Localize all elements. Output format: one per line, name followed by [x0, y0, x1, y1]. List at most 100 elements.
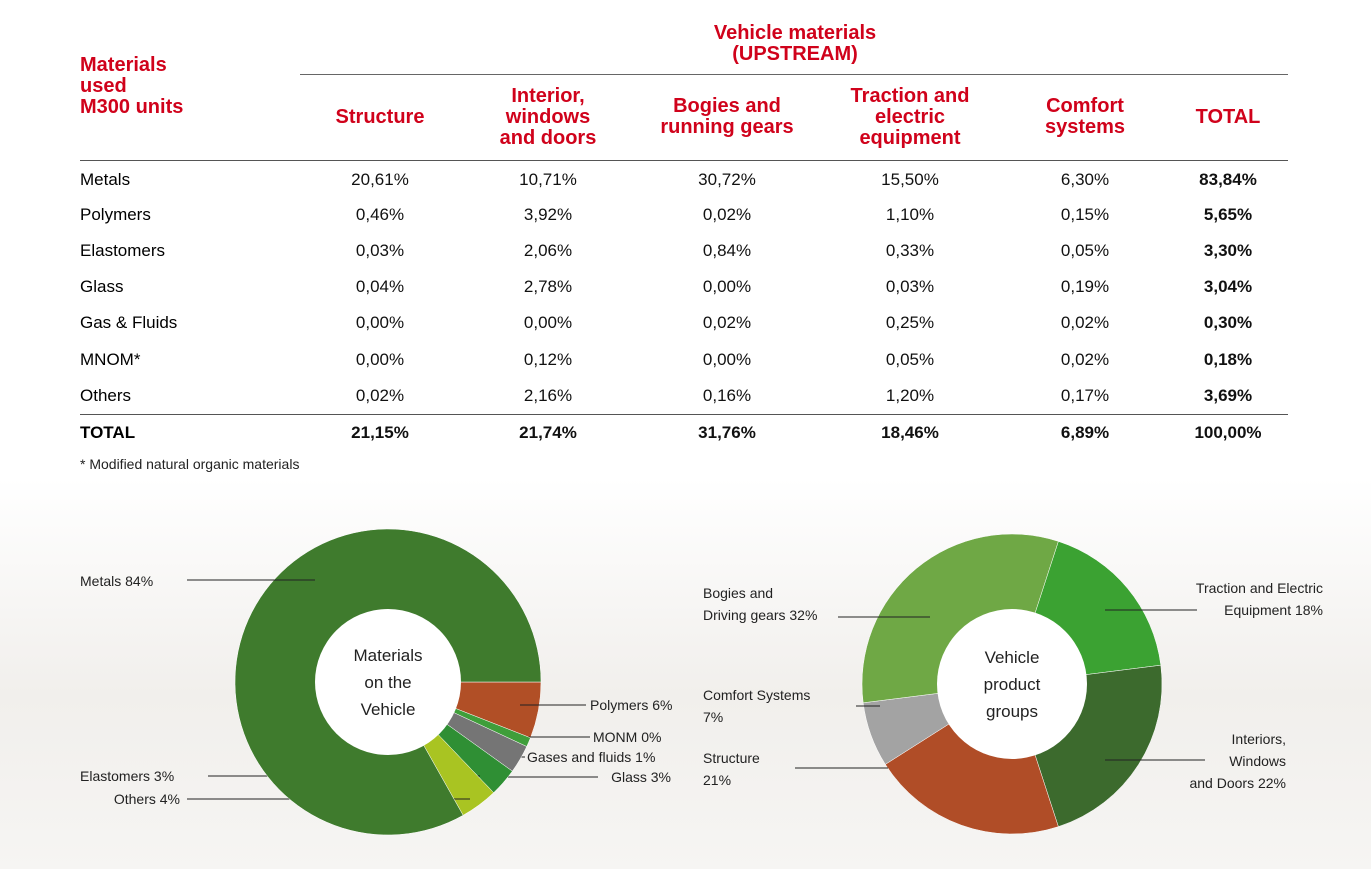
segment-label: Equipment 18%: [1224, 602, 1323, 618]
cell: 0,16%: [702, 386, 752, 405]
column-header: Comfort: [1046, 95, 1124, 117]
segment-label: MONM 0%: [593, 729, 661, 745]
segment-label: Others 4%: [114, 791, 180, 807]
row-label: Metals: [80, 170, 131, 189]
cell: 3,92%: [523, 205, 573, 224]
cell: 0,46%: [355, 205, 405, 224]
column-header: electric: [874, 105, 946, 128]
cell: 2,06%: [523, 241, 573, 260]
column-header: Structure: [335, 105, 425, 128]
corner-header: Materials: [80, 53, 167, 76]
cell: 0,00%: [523, 313, 573, 332]
center-label: product: [984, 675, 1041, 694]
cell: 1,20%: [885, 386, 935, 405]
segment-label: Interiors,: [1232, 731, 1286, 747]
center-label: Vehicle: [985, 648, 1040, 667]
cell: 0,33%: [885, 241, 935, 260]
cell: 6,89%: [1060, 423, 1110, 442]
cell: 0,30%: [1203, 313, 1253, 332]
column-header: Traction and: [850, 84, 970, 107]
cell: 0,03%: [355, 241, 405, 260]
cell: 0,02%: [355, 386, 405, 405]
column-header: Interior,: [511, 84, 585, 107]
cell: 0,18%: [1203, 350, 1253, 369]
center-label: Materials: [354, 646, 423, 665]
cell: 6,30%: [1060, 170, 1110, 189]
column-header: systems: [1044, 116, 1126, 138]
rule: [300, 74, 1288, 75]
segment-label: Glass 3%: [611, 769, 671, 785]
segment-label: 7%: [703, 709, 723, 725]
cell: 10,71%: [519, 170, 577, 189]
column-header: equipment: [859, 126, 961, 149]
cell: 0,00%: [702, 277, 752, 296]
segment-label: Structure: [703, 750, 760, 766]
row-label: Others: [80, 386, 132, 405]
column-header: running gears: [660, 116, 794, 138]
cell: 5,65%: [1203, 205, 1253, 224]
footnote: * Modified natural organic materials: [80, 456, 300, 472]
segment-label: Bogies and: [703, 585, 773, 601]
center-label: Vehicle: [361, 700, 416, 719]
cell: 0,02%: [1060, 313, 1110, 332]
rule: [80, 160, 1288, 161]
center-label: on the: [364, 673, 411, 692]
center-label: groups: [986, 702, 1038, 721]
cell: 18,46%: [881, 423, 939, 442]
corner-header: M300 units: [80, 95, 184, 118]
cell: 2,16%: [523, 386, 573, 405]
cell: 0,00%: [702, 350, 752, 369]
segment-label: Traction and Electric: [1196, 580, 1323, 596]
cell: 0,19%: [1060, 277, 1110, 296]
cell: 0,05%: [885, 350, 935, 369]
cell: 0,00%: [355, 313, 405, 332]
cell: 21,74%: [519, 423, 577, 442]
cell: 31,76%: [698, 423, 756, 442]
cell: 21,15%: [351, 423, 409, 442]
rule: [80, 414, 1288, 415]
cell: 30,72%: [698, 170, 756, 189]
column-header: windows: [505, 105, 591, 128]
row-label: Glass: [80, 277, 124, 296]
cell: 83,84%: [1199, 170, 1257, 189]
cell: 3,69%: [1203, 386, 1253, 405]
cell: 0,17%: [1060, 386, 1110, 405]
segment-label: Metals 84%: [80, 573, 153, 589]
cell: 3,04%: [1203, 277, 1253, 296]
cell: 0,02%: [702, 205, 752, 224]
segment-label: Driving gears 32%: [703, 607, 817, 623]
corner-header: used: [80, 74, 127, 97]
segment-label: Comfort Systems: [703, 687, 810, 703]
cell: 0,84%: [702, 241, 752, 260]
segment-label: Elastomers 3%: [80, 768, 174, 784]
column-header: Bogies and: [673, 95, 781, 117]
cell: 0,03%: [885, 277, 935, 296]
segment-label: Windows: [1229, 753, 1286, 769]
cell: 0,04%: [355, 277, 405, 296]
cell: 0,05%: [1060, 241, 1110, 260]
cell: 0,00%: [355, 350, 405, 369]
column-header: TOTAL: [1195, 105, 1261, 128]
segment-label: Polymers 6%: [590, 697, 672, 713]
cell: 100,00%: [1194, 423, 1262, 442]
segment-label: 21%: [703, 772, 731, 788]
segment-label: Gases and fluids 1%: [527, 749, 655, 765]
cell: 3,30%: [1203, 241, 1253, 260]
row-label: Elastomers: [80, 241, 166, 260]
row-label: Polymers: [80, 205, 151, 224]
cell: 20,61%: [351, 170, 409, 189]
row-label: Gas & Fluids: [80, 313, 178, 332]
column-header: and doors: [499, 126, 597, 149]
group-header: (UPSTREAM): [732, 43, 858, 65]
group-header: Vehicle materials: [713, 22, 877, 44]
donut-hole: [937, 609, 1087, 759]
cell: 2,78%: [523, 277, 573, 296]
cell: 0,15%: [1060, 205, 1110, 224]
segment-label: and Doors 22%: [1189, 775, 1286, 791]
cell: 0,12%: [523, 350, 573, 369]
cell: 1,10%: [885, 205, 935, 224]
cell: 0,02%: [702, 313, 752, 332]
row-label: MNOM*: [80, 350, 141, 369]
